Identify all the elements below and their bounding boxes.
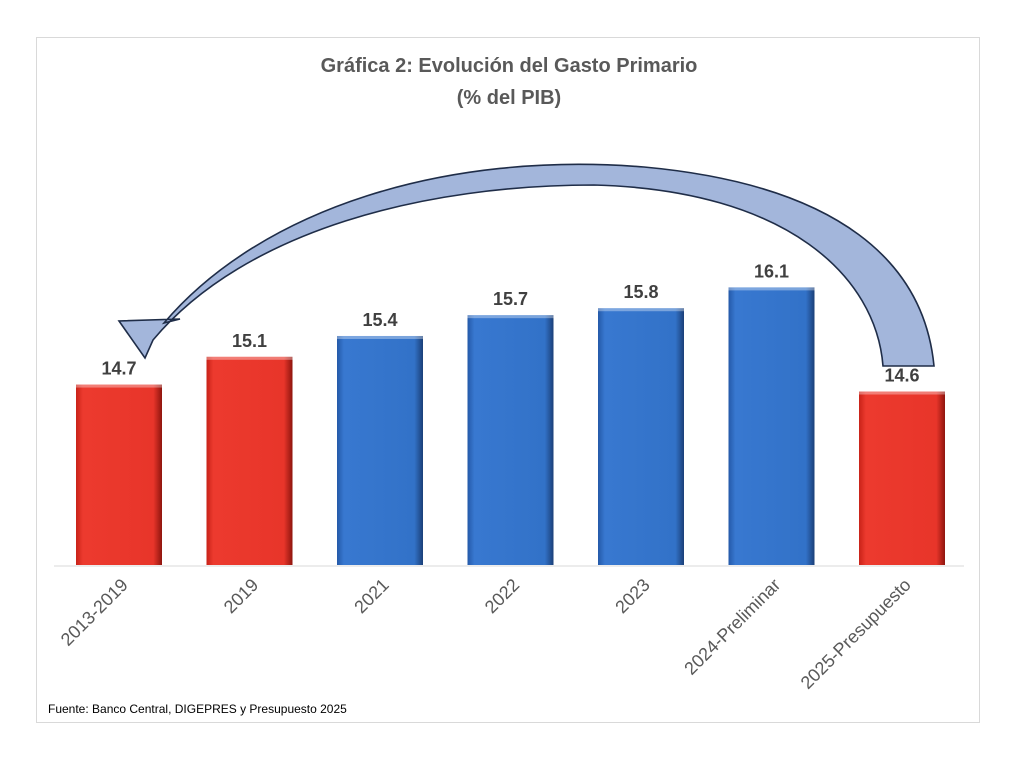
bar-highlight: [598, 308, 684, 312]
data-label: 14.6: [884, 366, 919, 386]
bar-2022: [467, 315, 554, 565]
x-tick-label: 2025-Presupuesto: [797, 575, 915, 693]
curved-arrow-annotation: [117, 163, 935, 367]
x-tick-labels: 2013-2019 2019 2021 2022 2023 2024-Preliminar…: [57, 575, 915, 693]
bar-2025-presupuesto: [859, 391, 945, 565]
data-label: 15.8: [623, 282, 658, 302]
data-label: 15.4: [362, 310, 397, 330]
x-tick-label: 2013-2019: [57, 575, 132, 650]
bar-highlight: [337, 335, 423, 339]
bar-highlight: [76, 384, 162, 388]
x-tick-label: 2021: [350, 575, 392, 617]
bar-highlight: [728, 287, 815, 291]
bar-highlight: [467, 315, 554, 319]
bar-2013-2019: [76, 384, 162, 565]
bar-2023: [598, 308, 684, 565]
bar-highlight: [859, 391, 945, 395]
source-note: Fuente: Banco Central, DIGEPRES y Presup…: [48, 702, 347, 716]
bar-2019: [206, 356, 293, 565]
data-label: 15.1: [232, 331, 267, 351]
x-tick-label: 2023: [611, 575, 653, 617]
data-label: 16.1: [754, 261, 789, 281]
data-label: 14.7: [101, 359, 136, 379]
chart-frame: Gráfica 2: Evolución del Gasto Primario …: [36, 37, 980, 723]
chart-subtitle: (% del PIB): [457, 87, 561, 109]
bar-highlight: [206, 356, 293, 360]
x-tick-label: 2019: [220, 575, 262, 617]
bar-2021: [337, 335, 423, 565]
chart-title: Gráfica 2: Evolución del Gasto Primario: [321, 55, 698, 77]
x-tick-label: 2022: [481, 575, 523, 617]
bars-group: 14.7 15.1 15.4 15.7 15.8 16.1 14.6: [76, 261, 945, 565]
bar-2024-preliminar: [728, 287, 815, 565]
bar-chart: Gráfica 2: Evolución del Gasto Primario …: [48, 55, 964, 716]
data-label: 15.7: [493, 289, 528, 309]
x-tick-label: 2024-Preliminar: [680, 575, 784, 679]
